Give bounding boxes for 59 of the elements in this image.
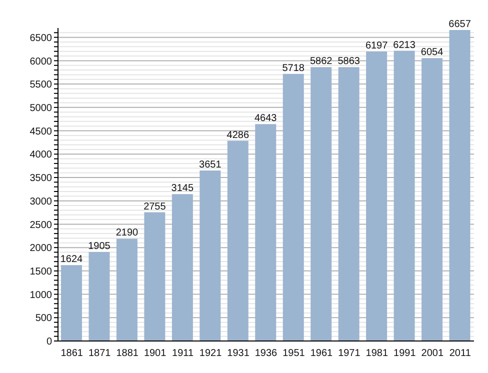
y-tick-label: 1500 — [30, 266, 52, 278]
y-tick-label: 3500 — [30, 173, 52, 184]
data-label: 2755 — [144, 201, 166, 212]
bar — [449, 30, 470, 341]
y-tick-label: 6500 — [30, 32, 52, 44]
y-tick-label: 2000 — [30, 243, 52, 254]
x-tick-label: 1951 — [282, 348, 306, 360]
bar — [200, 170, 221, 341]
y-tick-label: 1000 — [30, 290, 52, 301]
bar — [310, 67, 332, 341]
y-tick-label: 4500 — [30, 126, 52, 138]
data-label: 6213 — [393, 40, 416, 51]
y-tick-label: 3000 — [30, 196, 52, 208]
bar — [116, 238, 138, 341]
bar — [282, 74, 304, 341]
data-label: 4286 — [226, 130, 250, 141]
x-tick-label: 1921 — [199, 348, 222, 360]
x-tick-label: 1911 — [172, 348, 194, 360]
x-tick-label: 1871 — [88, 348, 112, 360]
x-tick-label: 2011 — [449, 348, 472, 360]
bar — [422, 58, 443, 341]
x-tick-label: 1931 — [227, 348, 250, 360]
data-label: 2190 — [116, 228, 139, 239]
data-label: 1624 — [60, 254, 84, 266]
x-tick-label: 1981 — [366, 348, 388, 360]
x-tick-label: 1901 — [144, 348, 167, 360]
data-label: 6197 — [365, 40, 388, 52]
bar — [366, 52, 388, 341]
bar — [227, 140, 248, 341]
x-tick-label: 2001 — [421, 348, 444, 360]
bar — [61, 265, 82, 341]
bar — [144, 212, 166, 341]
bar — [88, 252, 110, 341]
x-tick-label: 1936 — [254, 348, 278, 360]
data-label: 6657 — [448, 19, 472, 30]
data-label: 4643 — [254, 113, 278, 124]
y-tick-label: 500 — [35, 313, 52, 324]
x-tick-label: 1971 — [338, 348, 361, 360]
y-tick-label: 4000 — [30, 150, 52, 161]
data-label: 6054 — [420, 47, 444, 58]
y-tick-label: 5000 — [30, 102, 52, 114]
bar — [255, 124, 276, 341]
x-tick-label: 1961 — [310, 348, 334, 360]
bar — [394, 50, 415, 341]
bar — [172, 194, 193, 341]
data-label: 5862 — [310, 56, 333, 68]
data-label: 1905 — [88, 241, 111, 252]
data-label: 3651 — [199, 159, 222, 170]
x-tick-label: 1881 — [116, 348, 139, 360]
data-label: 5863 — [338, 56, 360, 68]
y-tick-label: 0 — [46, 336, 52, 348]
y-tick-label: 6000 — [30, 56, 52, 68]
x-tick-label: 1991 — [394, 348, 416, 360]
data-label: 3145 — [171, 183, 194, 194]
data-label: 5718 — [282, 62, 305, 74]
x-tick-label: 1861 — [60, 348, 84, 360]
y-tick-label: 5500 — [30, 80, 52, 91]
bar — [338, 67, 360, 341]
y-tick-label: 2500 — [30, 220, 52, 231]
